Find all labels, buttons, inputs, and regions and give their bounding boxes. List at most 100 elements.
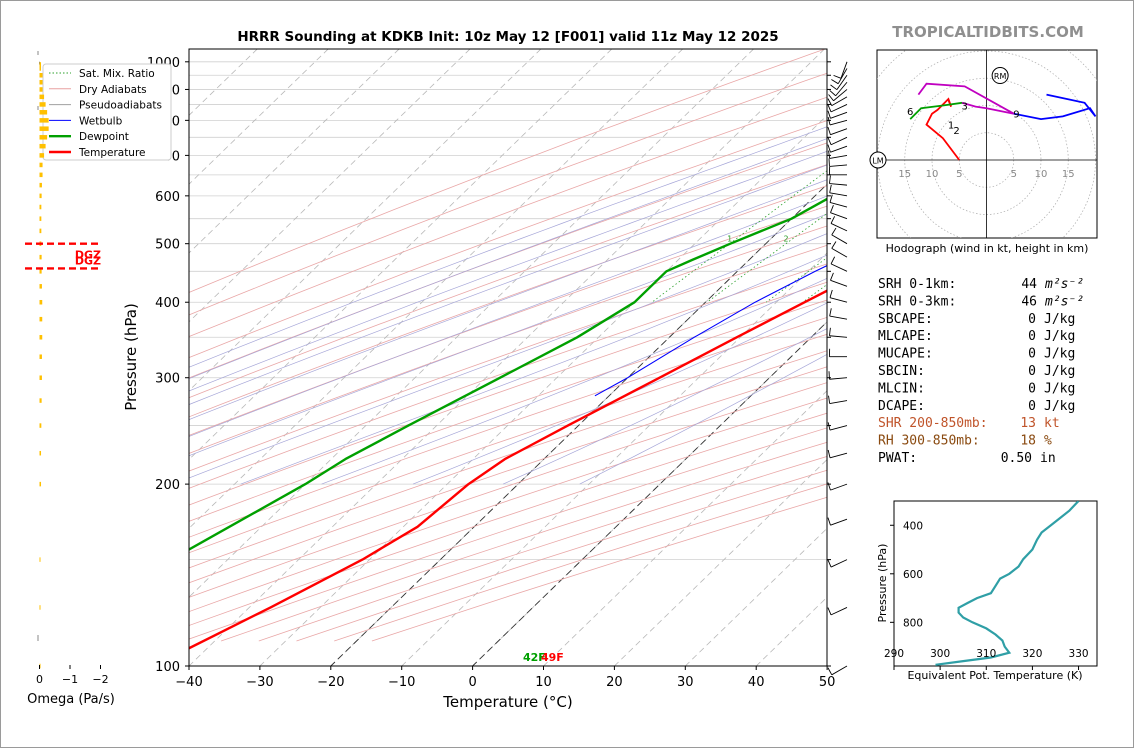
wind-barb-flag — [828, 450, 830, 458]
omega-bar — [40, 216, 42, 221]
wind-barb-flag — [830, 273, 833, 280]
wind-barb-flag — [829, 328, 830, 336]
wind-barb — [831, 137, 847, 144]
stat-unit: in — [1040, 451, 1056, 466]
omega-bar — [40, 80, 43, 85]
legend-label: Sat. Mix. Ratio — [79, 68, 155, 80]
theta-e-y-tick-label: 600 — [903, 569, 923, 581]
isotherm-line — [260, 49, 896, 666]
omega-bar — [40, 102, 46, 107]
stat-unit: J/kg — [1044, 312, 1075, 327]
stat-value: 0 — [1028, 381, 1036, 396]
omega-tick-label: 0 — [36, 673, 43, 686]
legend-label: Dewpoint — [79, 131, 129, 143]
stat-value: 18 — [1020, 434, 1036, 449]
stat-unit: m²s⁻² — [1044, 277, 1084, 292]
wind-barb-flag — [831, 257, 835, 264]
wind-barb — [830, 146, 847, 152]
omega-bar — [40, 173, 43, 178]
omega-bar — [40, 95, 45, 100]
y-tick-label: 200 — [155, 478, 180, 493]
theta-e-x-tick-label: 290 — [884, 648, 904, 660]
wind-barb-flag — [828, 608, 831, 615]
dgz-label: DGZ — [75, 249, 101, 262]
wind-barb-flag — [828, 422, 830, 430]
wind-barbs — [828, 62, 847, 675]
stat-unit: m²s⁻² — [1044, 294, 1084, 309]
omega-xlabel: Omega (Pa/s) — [27, 692, 115, 707]
watermark-text: TROPICALTIDBITS.COM — [892, 23, 1084, 41]
wind-barb — [830, 129, 847, 135]
wind-barb-flag — [831, 79, 838, 83]
hodograph-ring-label: 15 — [1062, 169, 1075, 180]
stat-row: DCAPE: 0 J/kg — [878, 399, 1075, 414]
x-tick-label: 0 — [468, 675, 476, 690]
wind-barb-flag — [828, 127, 831, 135]
wind-barb-flag — [829, 396, 830, 404]
omega-bar — [40, 605, 41, 610]
storm-motion-label: RM — [994, 72, 1007, 81]
wind-barb — [832, 97, 847, 106]
omega-bar — [40, 144, 46, 149]
wind-barb-flag — [830, 90, 836, 95]
hodograph-ring-label: 10 — [1035, 169, 1048, 180]
stat-value: 0 — [1028, 399, 1036, 414]
wind-barb — [830, 426, 847, 431]
hodograph-caption: Hodograph (wind in kt, height in km) — [886, 242, 1089, 255]
theta-e-x-tick-label: 330 — [1069, 648, 1089, 660]
x-tick-label: 10 — [535, 675, 552, 690]
wind-barb-flag — [830, 205, 833, 212]
storm-motion-label: LM — [872, 157, 883, 166]
omega-bar — [40, 375, 42, 380]
omega-bar — [40, 73, 43, 78]
hodograph-height-label: 6 — [907, 107, 913, 118]
x-tick-label: −10 — [388, 675, 415, 690]
stat-unit: kt — [1044, 416, 1060, 431]
stat-label: DCAPE: — [878, 399, 925, 414]
stat-unit: J/kg — [1044, 347, 1075, 362]
omega-bar — [40, 135, 48, 140]
stat-label: RH 300-850mb: — [878, 434, 980, 449]
stat-value: 46 — [1021, 294, 1037, 309]
stat-value: 0.50 — [1001, 451, 1032, 466]
wind-barb — [830, 213, 847, 219]
stat-label: SRH 0-1km: — [878, 277, 956, 292]
omega-bar — [40, 126, 49, 131]
wind-barb — [831, 560, 847, 567]
omega-bar — [40, 163, 43, 168]
omega-bar — [40, 269, 42, 274]
wind-barb-flag — [828, 668, 832, 675]
stat-unit: J/kg — [1044, 399, 1075, 414]
wind-barb-flag — [829, 94, 834, 100]
wind-barb-flag — [832, 228, 836, 235]
omega-tick-label: −2 — [92, 673, 108, 686]
mixing-ratio-label: 2 — [783, 235, 788, 244]
wind-barb-flag — [828, 117, 830, 125]
omega-bar — [40, 110, 48, 115]
wind-barb — [829, 336, 847, 338]
theta-e-x-tick-label: 300 — [930, 648, 950, 660]
wind-barb — [830, 519, 847, 525]
omega-bar — [40, 118, 49, 123]
wind-barb — [830, 401, 847, 404]
theta-e-x-tick-label: 310 — [976, 648, 996, 660]
legend-label: Wetbulb — [79, 115, 123, 127]
wind-barb-flag — [834, 75, 841, 78]
wind-barb — [830, 120, 847, 125]
isotherm-line — [189, 49, 825, 666]
wind-barb — [829, 378, 847, 380]
wind-barb-flag — [829, 176, 830, 184]
hodograph-height-label: 3 — [962, 102, 968, 113]
wind-barb — [829, 184, 847, 186]
stat-label: SBCIN: — [878, 364, 925, 379]
wind-barb-flag — [830, 290, 832, 298]
x-tick-label: −30 — [246, 675, 273, 690]
